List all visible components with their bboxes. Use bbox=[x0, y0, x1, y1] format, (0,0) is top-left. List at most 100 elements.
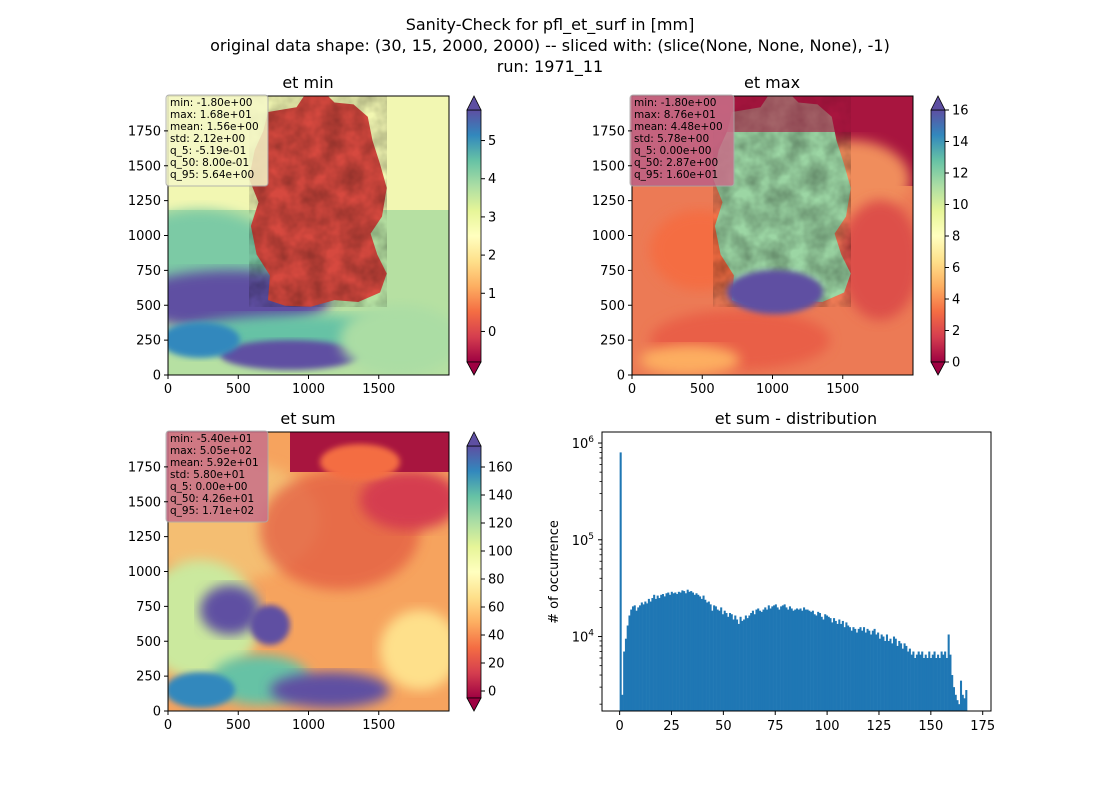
histogram-bar bbox=[857, 628, 860, 711]
colorbar-et-min: 0 1 2 3 4 5 bbox=[466, 95, 496, 376]
panel-et-max: et max min: -1.80e+00 max: 8.76e+01 mean… bbox=[592, 73, 969, 397]
histogram-bar bbox=[788, 606, 791, 711]
histogram-bar bbox=[940, 651, 943, 711]
x-tick-label: 500 bbox=[226, 718, 251, 733]
histogram-bar bbox=[861, 630, 864, 711]
histogram-bar bbox=[755, 609, 758, 711]
histogram-bar bbox=[892, 636, 896, 711]
colorbar-tick-label: 2 bbox=[488, 249, 496, 264]
histogram-bar bbox=[769, 608, 772, 711]
histogram-bar bbox=[691, 592, 695, 711]
histogram-bar bbox=[760, 611, 763, 711]
colorbar-tick-label: 80 bbox=[488, 573, 505, 588]
stat-min: min: -5.40e+01 bbox=[170, 433, 252, 445]
stat-q50: q_50: 8.00e-01 bbox=[170, 157, 249, 169]
y-tick-label: 106 bbox=[572, 435, 595, 452]
histogram-bar bbox=[721, 614, 724, 711]
histogram-bar bbox=[778, 609, 781, 711]
y-tick-label: 750 bbox=[600, 264, 625, 279]
histogram-bar bbox=[797, 609, 800, 711]
histogram-bar bbox=[695, 593, 698, 711]
y-tick-label: 250 bbox=[136, 334, 161, 349]
histogram-bar bbox=[730, 614, 733, 711]
x-tick-label: 175 bbox=[970, 719, 995, 734]
stat-q5: q_5: -5.19e-01 bbox=[170, 145, 246, 157]
histogram-bar bbox=[686, 589, 689, 711]
stat-max: max: 8.76e+01 bbox=[634, 109, 716, 121]
colorbar-tick-label: 60 bbox=[488, 601, 505, 616]
histogram-bar bbox=[813, 614, 816, 711]
histogram-bar bbox=[626, 625, 629, 711]
histogram-title: et sum - distribution bbox=[715, 409, 877, 428]
y-tick-label: 1250 bbox=[128, 194, 161, 209]
histogram-bar bbox=[843, 627, 846, 711]
histogram-bar bbox=[720, 607, 723, 711]
histogram-bar bbox=[833, 618, 836, 711]
histogram-bar bbox=[818, 613, 821, 711]
histogram-bar bbox=[702, 595, 705, 711]
histogram-bar bbox=[736, 619, 739, 711]
histogram-bar bbox=[815, 615, 818, 711]
histogram-bar bbox=[880, 634, 883, 711]
stat-q95: q_95: 1.71e+02 bbox=[170, 505, 254, 517]
colorbar-et-sum: 0 20 40 60 80 100 120 140 160 bbox=[466, 431, 513, 712]
heatmap-et-sum bbox=[168, 432, 449, 711]
histogram-bar bbox=[868, 630, 871, 711]
y-tick-label: 0 bbox=[153, 369, 161, 384]
histogram-bar bbox=[926, 658, 929, 711]
figure-title-line-2: original data shape: (30, 15, 2000, 2000… bbox=[210, 36, 890, 55]
x-tick-label: 0 bbox=[164, 382, 172, 397]
histogram-bar bbox=[905, 645, 908, 711]
histogram-bar bbox=[889, 638, 892, 711]
stat-min: min: -1.80e+00 bbox=[170, 97, 252, 109]
histogram-bar bbox=[850, 630, 853, 711]
histogram-bar bbox=[633, 605, 636, 711]
histogram-bar bbox=[753, 614, 756, 711]
histogram-bar bbox=[921, 651, 924, 711]
x-tick-label: 1500 bbox=[826, 382, 859, 397]
histogram-bar bbox=[679, 592, 682, 711]
histogram-bar bbox=[684, 593, 687, 711]
x-tick-label: 1000 bbox=[292, 718, 325, 733]
histogram-bar bbox=[681, 590, 684, 711]
histogram-bar bbox=[663, 596, 666, 711]
x-tick-label: 25 bbox=[663, 719, 680, 734]
histogram-bar bbox=[878, 638, 881, 711]
histogram-bar bbox=[623, 651, 626, 711]
histogram-bar bbox=[938, 658, 941, 711]
y-tick-label: 1500 bbox=[128, 159, 161, 174]
y-tick-label: 104 bbox=[572, 629, 595, 646]
histogram-bar bbox=[852, 627, 855, 711]
panel-title-et-max: et max bbox=[744, 73, 800, 92]
y-tick-label: 1250 bbox=[592, 194, 625, 209]
histogram-bar bbox=[709, 604, 712, 711]
histogram-bar bbox=[693, 594, 696, 711]
stat-std: std: 2.12e+00 bbox=[170, 133, 245, 145]
heatmap-et-max bbox=[632, 96, 913, 375]
histogram-bar bbox=[958, 704, 961, 711]
histogram-bar bbox=[716, 609, 719, 711]
histogram-bar bbox=[728, 613, 732, 711]
histogram-bar bbox=[785, 607, 788, 711]
y-tick-label: 1250 bbox=[128, 530, 161, 545]
histogram-bar bbox=[803, 607, 806, 711]
stat-q5: q_5: 0.00e+00 bbox=[634, 145, 711, 157]
histogram-bar bbox=[944, 651, 947, 711]
histogram-bar bbox=[903, 643, 906, 711]
histogram-bar bbox=[669, 594, 672, 711]
histogram-bar bbox=[665, 593, 668, 711]
histogram-bar bbox=[838, 619, 841, 711]
x-tick-label: 100 bbox=[815, 719, 840, 734]
histogram-bar bbox=[810, 611, 813, 711]
x-tick-label: 1500 bbox=[362, 718, 395, 733]
histogram-bar bbox=[898, 640, 901, 711]
histogram-bar bbox=[727, 616, 730, 711]
y-tick-label: 1000 bbox=[592, 229, 625, 244]
histogram-bar bbox=[847, 625, 850, 711]
histogram-bar bbox=[901, 648, 904, 711]
histogram-bar bbox=[737, 623, 740, 711]
histogram-bar bbox=[739, 616, 742, 711]
histogram-bar bbox=[631, 606, 635, 711]
histogram-bar bbox=[656, 595, 659, 711]
histogram-bar bbox=[912, 651, 915, 711]
